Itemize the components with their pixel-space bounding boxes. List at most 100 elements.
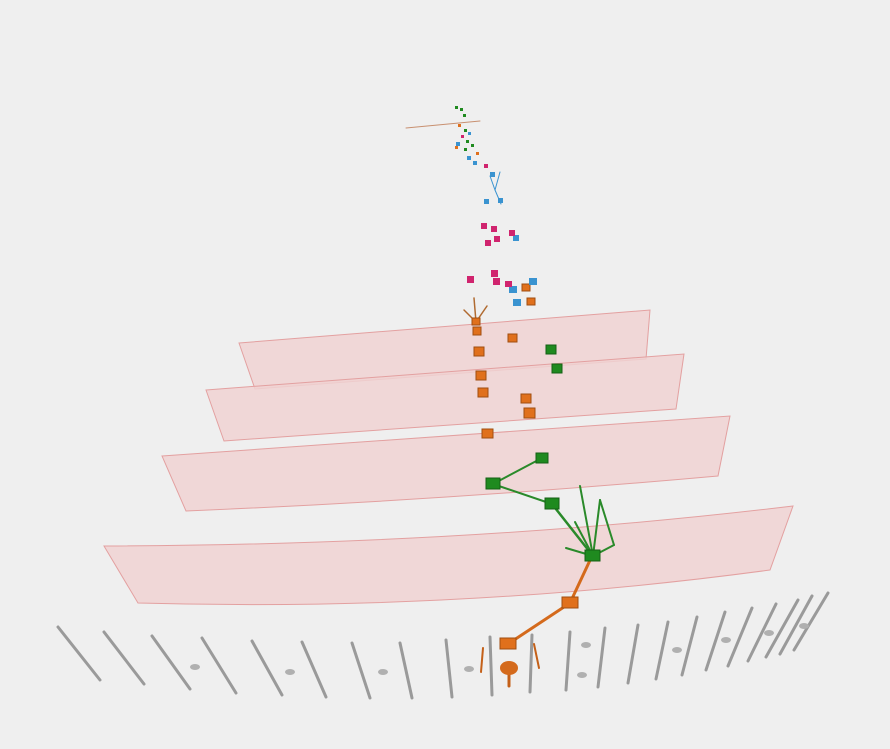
ground-marker xyxy=(799,623,809,629)
node-root[interactable] xyxy=(500,661,518,675)
rail-post xyxy=(200,636,238,695)
node-cube[interactable] xyxy=(526,297,536,306)
node-cube[interactable] xyxy=(490,172,495,177)
node-cube[interactable] xyxy=(468,132,471,135)
lineage-edge xyxy=(533,643,540,669)
node-cube[interactable] xyxy=(535,452,549,464)
node-cube[interactable] xyxy=(491,226,497,232)
rail-post xyxy=(680,615,699,677)
node-cube[interactable] xyxy=(509,230,515,236)
ground-markers xyxy=(190,623,809,678)
node-cube[interactable] xyxy=(473,161,477,165)
layer-plane[interactable] xyxy=(161,415,731,512)
node-cube[interactable] xyxy=(505,281,512,287)
node-cube[interactable] xyxy=(463,114,466,117)
node-cube[interactable] xyxy=(477,387,489,398)
layer-plane[interactable] xyxy=(205,353,685,442)
node-cube[interactable] xyxy=(466,140,469,143)
node-cube[interactable] xyxy=(523,407,536,419)
rail-post xyxy=(444,638,454,699)
node-cube[interactable] xyxy=(485,477,501,490)
node-cube[interactable] xyxy=(473,346,485,357)
node-cube[interactable] xyxy=(461,135,464,138)
node-cube[interactable] xyxy=(456,142,460,146)
lineage-edge xyxy=(492,483,553,505)
layer-plane[interactable] xyxy=(103,505,794,606)
rail-post xyxy=(564,630,572,692)
rail-post xyxy=(398,641,414,700)
node-cube[interactable] xyxy=(471,144,474,147)
node-cube[interactable] xyxy=(455,146,458,149)
lineage-tree xyxy=(405,120,615,688)
node-cube[interactable] xyxy=(460,108,463,111)
node-cube[interactable] xyxy=(561,596,579,609)
node-cube[interactable] xyxy=(493,278,500,285)
rail-post xyxy=(488,635,494,697)
node-cube[interactable] xyxy=(584,549,601,562)
node-cube[interactable] xyxy=(464,148,467,151)
node-cube[interactable] xyxy=(485,240,491,246)
lineage-edge xyxy=(568,554,594,605)
ground-marker xyxy=(577,672,587,678)
rail-post xyxy=(764,598,800,659)
lineage-edge xyxy=(489,175,496,191)
rail-post xyxy=(56,625,102,682)
rail-post xyxy=(150,634,192,691)
ground-marker xyxy=(764,630,774,636)
node-cube[interactable] xyxy=(520,393,532,404)
node-cube[interactable] xyxy=(521,283,531,292)
node-cube[interactable] xyxy=(545,344,557,355)
node-cube[interactable] xyxy=(484,199,489,204)
node-cube[interactable] xyxy=(551,363,563,374)
node-cube[interactable] xyxy=(498,198,503,203)
node-cube[interactable] xyxy=(464,129,467,132)
rail-post xyxy=(746,602,778,663)
rail-post xyxy=(626,623,640,685)
node-cube[interactable] xyxy=(475,370,487,381)
node-cube[interactable] xyxy=(494,236,500,242)
node-cube[interactable] xyxy=(544,497,560,510)
node-cubes xyxy=(455,106,601,675)
rail-post xyxy=(250,639,284,697)
rail-post xyxy=(300,640,328,699)
rail-post xyxy=(350,641,372,700)
node-cube[interactable] xyxy=(529,278,537,285)
translucent-layer-planes xyxy=(103,309,794,606)
rail-post xyxy=(726,606,754,668)
node-cube[interactable] xyxy=(467,156,471,160)
rail-post xyxy=(654,620,670,681)
ground-marker xyxy=(672,647,682,653)
ground-marker xyxy=(378,669,388,675)
lineage-edge xyxy=(550,502,595,558)
node-cube[interactable] xyxy=(472,326,482,336)
rail-post xyxy=(596,626,607,689)
node-cube[interactable] xyxy=(481,223,487,229)
ground-marker xyxy=(721,637,731,643)
node-cube[interactable] xyxy=(467,276,474,283)
node-cube[interactable] xyxy=(513,299,521,306)
lineage-edge xyxy=(405,120,481,129)
node-cube[interactable] xyxy=(491,270,498,277)
ground-rail-posts xyxy=(56,591,830,700)
rail-post xyxy=(704,610,727,672)
lineage-edge xyxy=(599,499,615,546)
node-cube[interactable] xyxy=(484,164,488,168)
ground-marker xyxy=(190,664,200,670)
node-cube[interactable] xyxy=(455,106,458,109)
node-cube[interactable] xyxy=(458,124,461,127)
lineage-edge xyxy=(494,171,501,191)
node-cube[interactable] xyxy=(471,317,481,326)
ground-marker xyxy=(581,642,591,648)
node-cube[interactable] xyxy=(481,428,494,439)
node-cube[interactable] xyxy=(509,286,517,293)
lineage-edge xyxy=(579,485,594,557)
node-cube[interactable] xyxy=(476,152,479,155)
node-cube[interactable] xyxy=(499,637,517,650)
rail-post xyxy=(792,591,830,652)
node-cube[interactable] xyxy=(507,333,518,343)
ground-marker xyxy=(464,666,474,672)
rail-post xyxy=(778,594,814,656)
node-cube[interactable] xyxy=(513,235,519,241)
